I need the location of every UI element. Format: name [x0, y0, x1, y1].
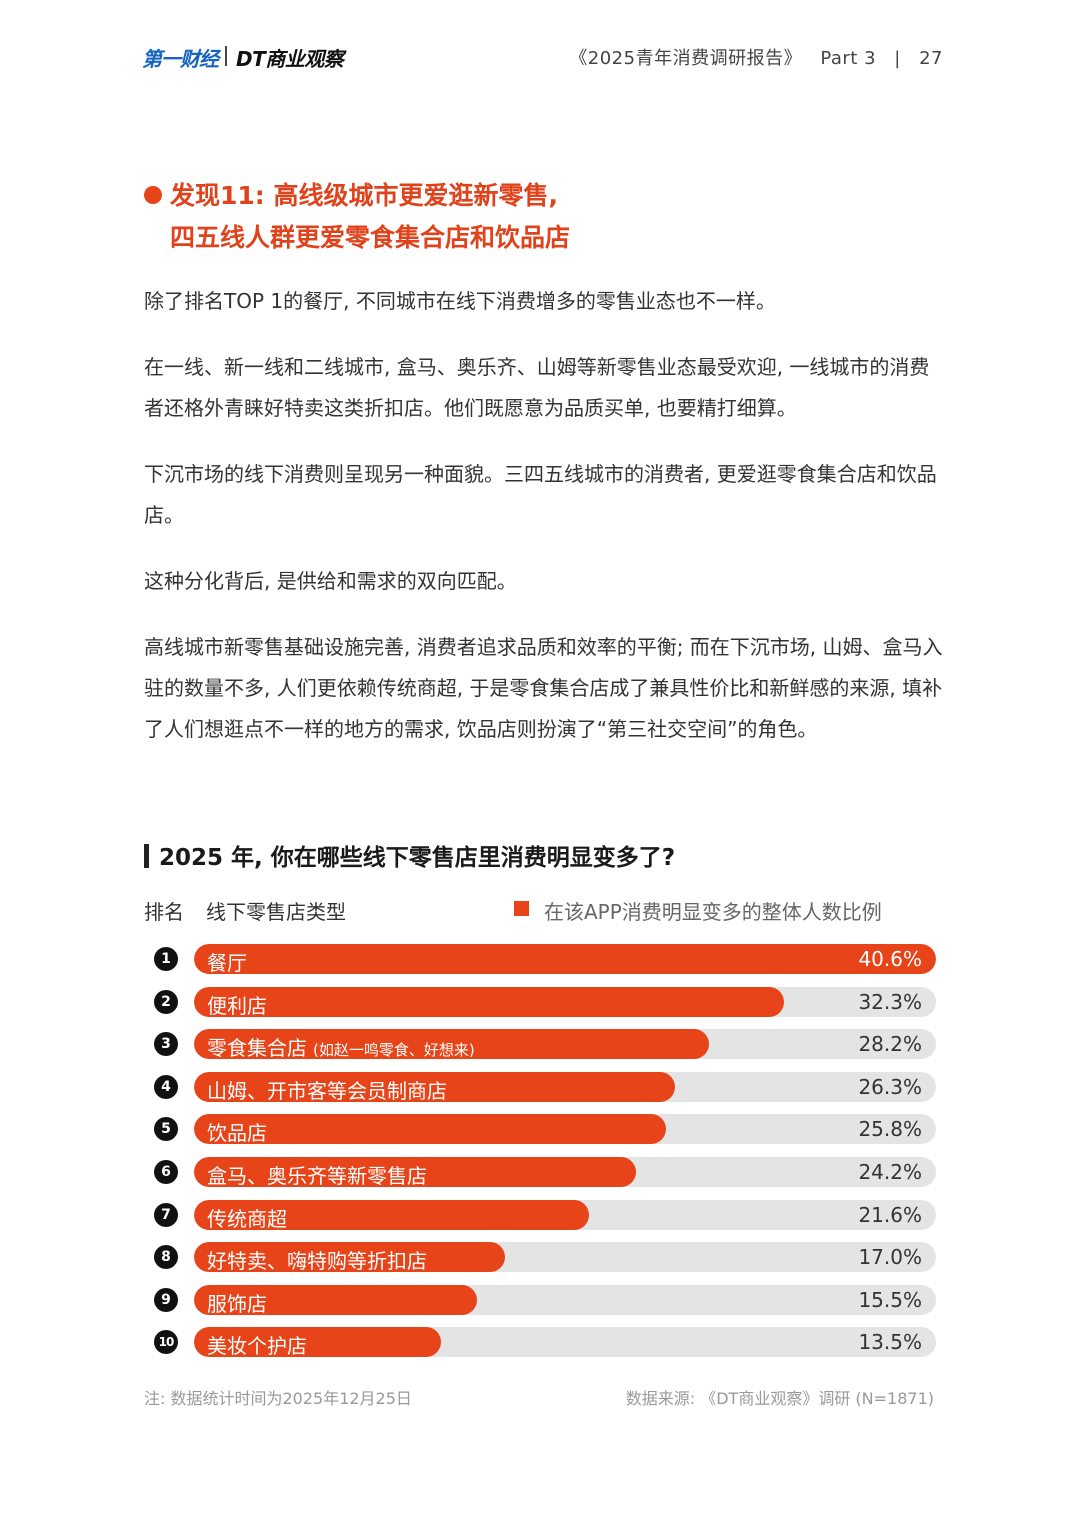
bar-row: 5 饮品店 25.8% [0, 1113, 1080, 1145]
rank-badge: 2 [154, 989, 178, 1014]
bar-value: 28.2% [858, 1032, 922, 1057]
bar-label: 好特卖、嗨特购等折扣店 [207, 1245, 427, 1274]
bar-fill [194, 1284, 478, 1315]
bar-row: 6 盒马、奥乐齐等新零售店 24.2% [0, 1156, 1080, 1188]
bar-value: 32.3% [858, 989, 922, 1014]
bar-label: 零食集合店 (如赵一鸣零食、好想来) [207, 1032, 475, 1061]
bar-label: 餐厅 [207, 947, 247, 976]
bar-fill [194, 1157, 637, 1187]
bar-row: 8 好特卖、嗨特购等折扣店 17.0% [0, 1241, 1080, 1273]
rank-header: 排名 [144, 900, 184, 924]
paragraph-5: 高线城市新零售基础设施完善, 消费者追求品质和效率的平衡; 而在下沉市场, 山姆… [144, 635, 943, 741]
bar-value: 13.5% [858, 1330, 922, 1355]
legend-swatch [514, 901, 529, 916]
paragraph-3: 下沉市场的线下消费则呈现另一种面貌。三四五线城市的消费者, 更爱逛零食集合店和饮… [144, 462, 937, 527]
bar-row: 10 美妆个护店 13.5% [0, 1326, 1080, 1358]
bar-track [194, 1284, 936, 1315]
bar-value: 21.6% [858, 1202, 922, 1227]
rank-badge: 5 [154, 1117, 178, 1142]
bar-track [194, 1071, 936, 1102]
bar-label: 美妆个护店 [207, 1330, 307, 1359]
bar-row: 1 餐厅 40.6% [0, 943, 1080, 975]
paragraph-1: 除了排名TOP 1的餐厅, 不同城市在线下消费增多的零售业态也不一样。 [144, 289, 776, 313]
rank-badge: 3 [154, 1032, 178, 1057]
bar-fill [194, 1114, 666, 1145]
rank-badge: 6 [154, 1160, 178, 1184]
bar-track [194, 986, 936, 1017]
bar-fill [194, 986, 785, 1017]
rank-badge: 4 [154, 1074, 178, 1099]
bar-value: 40.6% [858, 947, 922, 971]
bar-track [194, 1029, 936, 1060]
category-name: 饮品店 [207, 1121, 267, 1146]
bar-label: 山姆、开市客等会员制商店 [207, 1075, 447, 1104]
rank-badge: 10 [154, 1330, 178, 1355]
category-name: 传统商超 [207, 1206, 287, 1231]
finding-line-1: 发现11: 高线级城市更爱逛新零售, [170, 181, 558, 210]
part-label: Part 3 [820, 48, 877, 69]
category-name: 便利店 [207, 993, 267, 1018]
bar-label: 便利店 [207, 990, 267, 1019]
dt-logo: DT商业观察 [236, 47, 344, 71]
bar-track [194, 1114, 936, 1145]
category-name: 餐厅 [207, 951, 247, 975]
bar-value: 24.2% [858, 1160, 922, 1184]
rank-badge: 9 [154, 1287, 178, 1312]
bar-label: 服饰店 [207, 1288, 267, 1317]
footnote-note: 注: 数据统计时间为2025年12月25日 [144, 1389, 412, 1408]
category-name: 山姆、开市客等会员制商店 [207, 1078, 447, 1103]
page-header: 第一财经 DT商业观察 《2025青年消费调研报告》 Part 3 | 27 [0, 40, 1080, 76]
category-name: 好特卖、嗨特购等折扣店 [207, 1249, 427, 1274]
paragraph-2: 在一线、新一线和二线城市, 盒马、奥乐齐、山姆等新零售业态最受欢迎, 一线城市的… [144, 355, 930, 420]
chart-title: 2025 年, 你在哪些线下零售店里消费明显变多了? [144, 838, 675, 872]
legend-label: 在该APP消费明显变多的整体人数比例 [544, 900, 882, 924]
bar-fill [194, 1327, 441, 1358]
rank-badge: 8 [154, 1245, 178, 1270]
report-title: 《2025青年消费调研报告》 [569, 48, 803, 69]
bar-track [194, 1242, 936, 1273]
bar-track [194, 1157, 936, 1187]
bar-track [194, 1327, 936, 1358]
bar-row: 3 零食集合店 (如赵一鸣零食、好想来) 28.2% [0, 1028, 1080, 1060]
bar-value: 25.8% [858, 1117, 922, 1142]
bar-fill [194, 1029, 710, 1060]
bar-fill [194, 1199, 589, 1230]
category-name: 零食集合店 [207, 1036, 307, 1061]
bar-row: 2 便利店 32.3% [0, 986, 1080, 1018]
bar-track [194, 944, 936, 974]
bar-value: 26.3% [858, 1074, 922, 1099]
bar-row: 7 传统商超 21.6% [0, 1199, 1080, 1231]
bar-fill [194, 944, 936, 974]
footnote-source: 数据来源: 《DT商业观察》调研 (N=1871) [625, 1389, 934, 1408]
header-divider: | [894, 48, 901, 69]
bullet-dot-icon [144, 186, 162, 204]
category-name: 服饰店 [207, 1291, 267, 1316]
bar-label: 传统商超 [207, 1203, 287, 1232]
bar-fill [194, 1242, 505, 1273]
category-note: (如赵一鸣零食、好想来) [313, 1041, 475, 1060]
title-bar-icon [144, 844, 149, 868]
bar-track [194, 1199, 936, 1230]
category-header: 线下零售店类型 [206, 900, 346, 924]
header-meta: 《2025青年消费调研报告》 Part 3 | 27 [557, 44, 943, 70]
page-number: 27 [919, 48, 943, 69]
category-name: 美妆个护店 [207, 1334, 307, 1359]
bar-fill [194, 1071, 675, 1102]
bar-value: 17.0% [858, 1245, 922, 1270]
category-name: 盒马、奥乐齐等新零售店 [207, 1164, 427, 1188]
finding-line-2: 四五线人群更爱零食集合店和饮品店 [170, 223, 571, 252]
rank-badge: 7 [154, 1202, 178, 1227]
bar-row: 4 山姆、开市客等会员制商店 26.3% [0, 1071, 1080, 1103]
bar-label: 盒马、奥乐齐等新零售店 [207, 1160, 427, 1189]
rank-badge: 1 [154, 947, 178, 971]
bar-value: 15.5% [858, 1287, 922, 1312]
paragraph-4: 这种分化背后, 是供给和需求的双向匹配。 [144, 569, 517, 593]
bar-row: 9 服饰店 15.5% [0, 1284, 1080, 1316]
yicai-logo: 第一财经 [142, 47, 219, 71]
logo-divider [225, 46, 227, 66]
bar-label: 饮品店 [207, 1117, 267, 1146]
